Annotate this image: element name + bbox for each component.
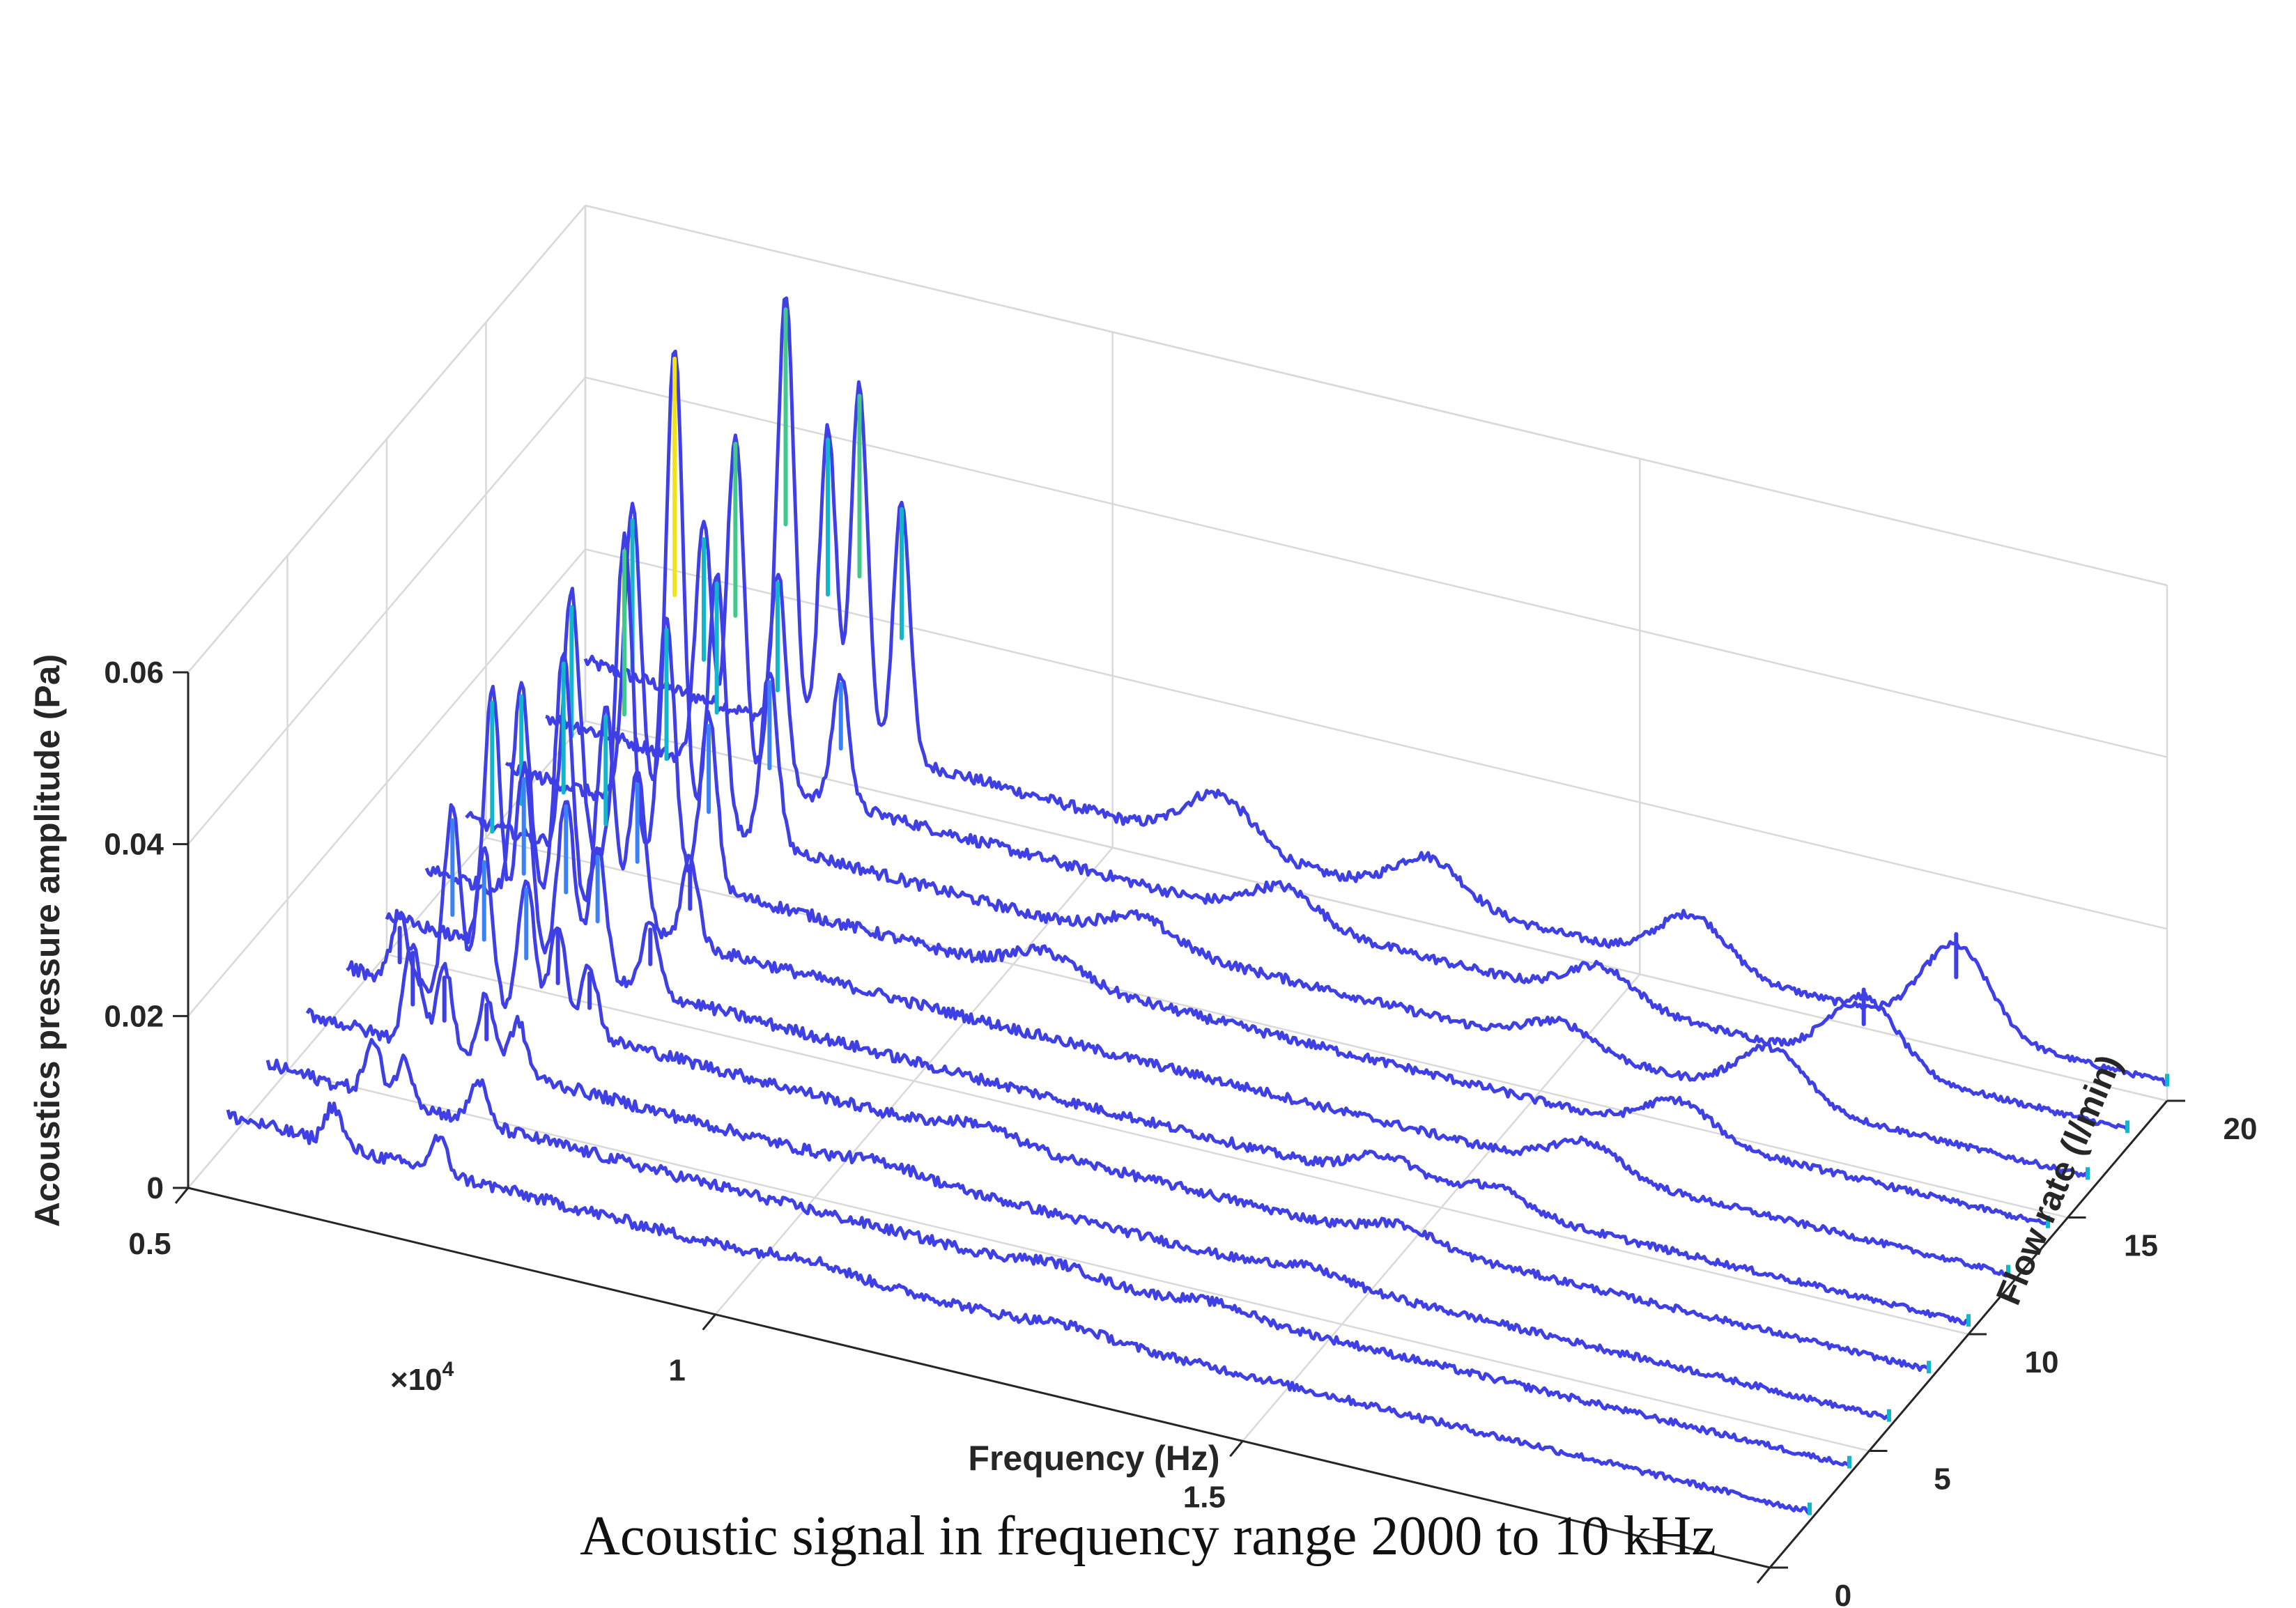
y-tick-label-4: 20 (2224, 1112, 2258, 1146)
z-axis-label: Acoustics pressure amplitude (Pa) (28, 654, 67, 1227)
y-tick-label-2: 10 (2025, 1345, 2059, 1379)
grid-line-floor-y-3 (486, 837, 2068, 1219)
series-line-flow-8 (346, 803, 1930, 1373)
series-line-flow-10 (385, 684, 1970, 1326)
x-tick-1 (702, 1313, 716, 1331)
figure-caption: Acoustic signal in frequency range 2000 … (580, 1506, 1716, 1567)
axes-layer (173, 671, 2185, 1584)
x-exponent-base: ×10 (390, 1363, 442, 1397)
series-layer (226, 296, 2169, 1516)
series-line-flow-6 (305, 943, 1890, 1421)
x-exponent-label: ×104 (390, 1358, 454, 1397)
grid-line-back-z-2 (585, 376, 2168, 758)
x-tick-2 (1229, 1440, 1244, 1458)
z-tick-label-1: 0.02 (104, 999, 164, 1033)
series-line-flow-20 (583, 296, 2168, 1087)
x-exponent-power: 4 (442, 1358, 454, 1381)
series-line-flow-4 (265, 1037, 1850, 1467)
x-tick-label-1: 1 (668, 1354, 685, 1388)
series-line-flow-14 (465, 531, 2049, 1226)
grid-line-back-z-1 (585, 548, 2168, 930)
series-line-flow-16 (504, 349, 2090, 1179)
x-tick-3 (1756, 1567, 1771, 1584)
y-axis-label: Flow rate (l/min) (1989, 1049, 2129, 1311)
z-tick-label-2: 0.04 (104, 828, 164, 862)
x-tick-label-0: 0.5 (128, 1227, 171, 1261)
series-line-flow-12 (424, 651, 2010, 1278)
y-tick-label-0: 0 (1835, 1579, 1851, 1608)
x-tick-0 (174, 1187, 190, 1204)
z-tick-label-3: 0.06 (104, 656, 164, 690)
x-axis-line (187, 1186, 1771, 1569)
x-tick-label-3: 2 (1723, 1607, 1740, 1608)
x-axis-label: Frequency (Hz) (968, 1439, 1219, 1478)
series-line-flow-2 (226, 1101, 1811, 1516)
y-tick-label-3: 15 (2124, 1229, 2158, 1263)
grid-line-floor-y-1 (287, 1070, 1870, 1452)
grid-line-top-back (585, 204, 2168, 587)
x-tick-label-2: 1.5 (1183, 1480, 1226, 1514)
grid-line-top-left (187, 205, 586, 673)
grid-line-floor-y-2 (386, 953, 1969, 1336)
y-tick-label-1: 5 (1934, 1462, 1950, 1497)
z-tick-label-0: 0 (147, 1171, 164, 1205)
